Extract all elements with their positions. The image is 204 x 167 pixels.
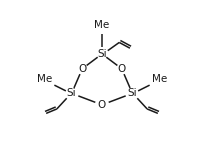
- Text: O: O: [78, 64, 86, 74]
- Text: Si: Si: [67, 88, 76, 98]
- Text: Me: Me: [94, 20, 110, 30]
- Text: Si: Si: [128, 88, 137, 98]
- Text: Si: Si: [97, 49, 107, 59]
- Text: O: O: [98, 100, 106, 110]
- Text: Me: Me: [37, 73, 52, 84]
- Text: O: O: [118, 64, 126, 74]
- Text: Me: Me: [152, 73, 167, 84]
